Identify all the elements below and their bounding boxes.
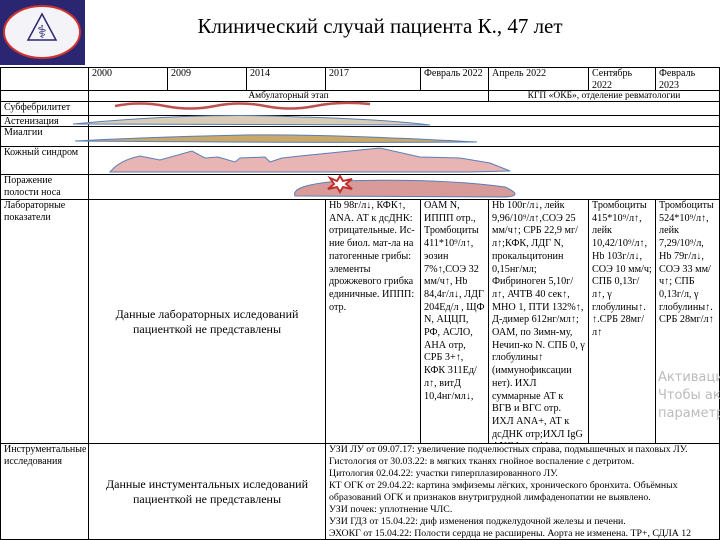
instr-not-provided: Данные инстументальных иследований пацие… — [88, 443, 326, 540]
row-subfebrile — [88, 101, 720, 116]
lab-apr-2022: Hb 100г/л↓, лейк 9,96/10⁹/л↑,СОЭ 25 мм/ч… — [488, 199, 589, 444]
instr-line: Цитология 02.04.22: участки гиперплазиро… — [329, 468, 558, 479]
corner-cell — [0, 67, 89, 91]
watermark-line: Чтобы актив — [658, 388, 720, 403]
instr-line: КТ ОГК от 29.04.22: картина эмфиземы лёг… — [329, 480, 678, 503]
svg-text:⚕: ⚕ — [37, 22, 47, 42]
row-label-myalgia: Миалгии — [0, 126, 89, 147]
instr-line: УЗИ ЛУ от 09.07.17: увеличение подчелюст… — [329, 444, 688, 455]
year-2009: 2009 — [167, 67, 247, 91]
row-label-nasal: Поражение полости носа — [0, 174, 89, 200]
date-apr-2022: Апрель 2022 — [488, 67, 589, 91]
year-2017: 2017 — [325, 67, 421, 91]
instr-line: Гистология от 30.03.22: в мягких тканях … — [329, 456, 635, 467]
watermark-line: параметрам — [658, 406, 720, 421]
row-nasal — [88, 174, 720, 200]
lab-feb-2022: ОАМ N, ИППП отр., Тромбоциты 411*10⁹/л↑,… — [420, 199, 489, 444]
watermark-line: Активаци — [658, 370, 720, 385]
instr-findings: УЗИ ЛУ от 09.07.17: увеличение подчелюст… — [325, 443, 720, 540]
row-myalgia — [88, 126, 720, 147]
instr-line: УЗИ ГДЗ от 15.04.22: диф изменения подже… — [329, 516, 626, 527]
row-label-instrumental: Инструментальные исследования — [0, 443, 89, 540]
year-2014: 2014 — [246, 67, 326, 91]
year-2000: 2000 — [88, 67, 168, 91]
university-logo: ⚕ — [0, 0, 85, 65]
lab-sep-2022: Тромбоциты 415*10⁹/л↑, лейк 10,42/10⁹/л↑… — [588, 199, 656, 444]
date-feb-2023: Февраль 2023 — [655, 67, 720, 91]
row-label-lab: Лабораторные показатели — [0, 199, 89, 444]
lab-2017: Hb 98г/л↓, КФК↑, ANA. АТ к дсДНК: отрица… — [325, 199, 421, 444]
row-label-skin: Кожный синдром — [0, 146, 89, 175]
instr-line: УЗИ почек: уплотнение ЧЛС. — [329, 504, 453, 515]
row-skin — [88, 146, 720, 175]
page-title: Клинический случай пациента К., 47 лет — [197, 14, 563, 38]
date-feb-2022: Февраль 2022 — [420, 67, 489, 91]
instr-line: ЭХОКГ от 15.04.22: Полости сердца не рас… — [329, 528, 692, 539]
date-sep-2022: Сентябрь 2022 — [588, 67, 656, 91]
emblem-icon: ⚕ — [3, 5, 81, 59]
row-label-subfebrile: Субфебрилитет — [0, 101, 89, 116]
lab-not-provided: Данные лабораторных иследований пациентк… — [88, 199, 326, 444]
